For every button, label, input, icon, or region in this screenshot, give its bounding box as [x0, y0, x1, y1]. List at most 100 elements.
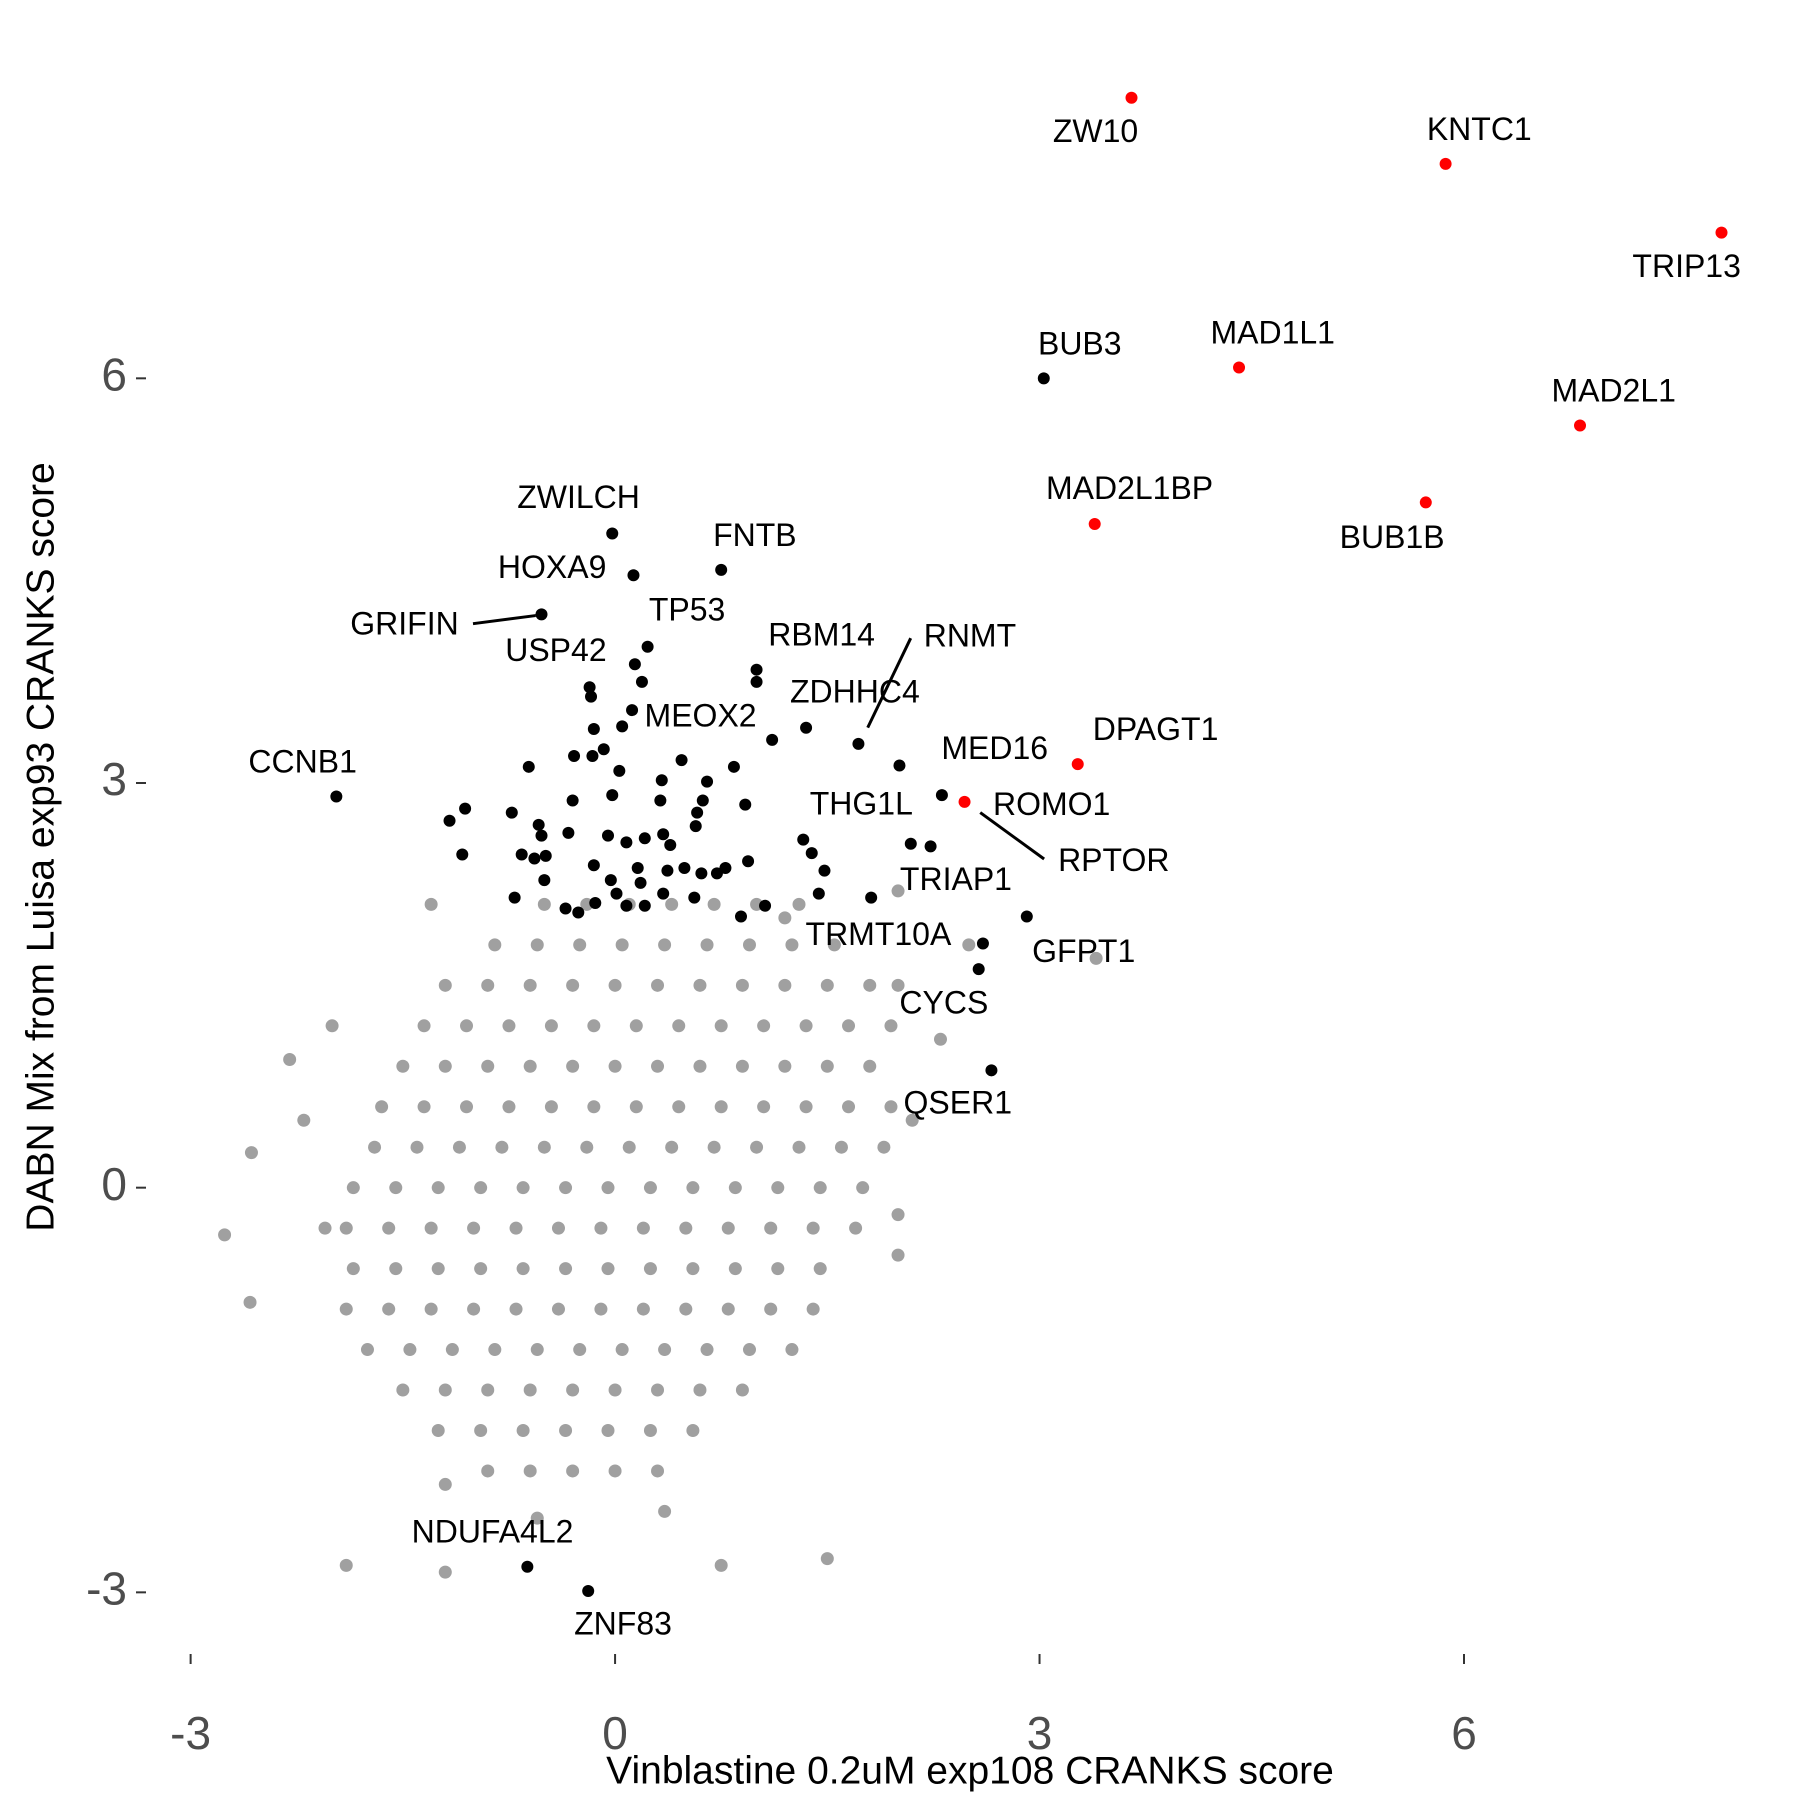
point — [842, 1019, 856, 1033]
point — [532, 818, 545, 831]
point — [528, 852, 541, 865]
point — [778, 978, 792, 992]
point — [764, 1302, 778, 1316]
point — [505, 806, 518, 819]
y-tick-label: 3 — [101, 753, 127, 805]
point — [566, 794, 579, 807]
point — [1088, 518, 1101, 531]
point — [467, 1221, 481, 1235]
point — [686, 1181, 700, 1195]
point — [884, 1100, 898, 1114]
point — [626, 704, 639, 717]
point — [566, 978, 580, 992]
point — [693, 1383, 707, 1397]
point — [976, 937, 989, 950]
point — [631, 861, 644, 874]
point — [459, 802, 472, 815]
point-label: HOXA9 — [498, 549, 606, 585]
point — [622, 1140, 636, 1154]
point — [537, 1140, 551, 1154]
point-label: ZNF83 — [574, 1605, 672, 1641]
point — [629, 1100, 643, 1114]
point — [707, 1140, 721, 1154]
point-label: MED16 — [941, 730, 1048, 766]
point — [818, 864, 831, 877]
point — [535, 608, 548, 621]
point — [539, 849, 552, 862]
point-label: MAD2L1 — [1551, 372, 1676, 408]
point — [346, 1262, 360, 1276]
point — [728, 1262, 742, 1276]
point-label: GFPT1 — [1032, 933, 1135, 969]
point — [891, 1208, 905, 1222]
leader-line — [866, 637, 913, 729]
point — [742, 855, 755, 868]
point — [1574, 419, 1587, 432]
point — [516, 1262, 530, 1276]
point — [805, 847, 818, 860]
point — [1020, 910, 1033, 923]
point — [799, 1019, 813, 1033]
point — [672, 1019, 686, 1033]
point — [651, 1464, 665, 1478]
point — [562, 826, 575, 839]
point — [382, 1221, 396, 1235]
x-tick-label: 0 — [602, 1707, 628, 1759]
point-label: DPAGT1 — [1093, 711, 1219, 747]
point — [735, 978, 749, 992]
point — [509, 1302, 523, 1316]
point — [627, 569, 640, 582]
point — [651, 1059, 665, 1073]
point — [396, 1059, 410, 1073]
x-axis-title: Vinblastine 0.2uM exp108 CRANKS score — [606, 1749, 1334, 1792]
point — [865, 891, 878, 904]
point-label: NDUFA4L2 — [412, 1514, 574, 1550]
point — [585, 690, 598, 703]
point — [658, 1504, 672, 1518]
point — [523, 1383, 537, 1397]
point — [601, 1262, 615, 1276]
point — [297, 1113, 311, 1127]
point — [481, 1464, 495, 1478]
point — [820, 1059, 834, 1073]
point — [856, 1181, 870, 1195]
point — [734, 910, 747, 923]
point — [800, 721, 813, 734]
point — [566, 1059, 580, 1073]
point — [750, 675, 763, 688]
point — [601, 1423, 615, 1437]
point — [604, 874, 617, 887]
point-label: BUB1B — [1340, 519, 1445, 555]
point — [523, 978, 537, 992]
point — [608, 1059, 622, 1073]
point — [877, 1140, 891, 1154]
point — [735, 1383, 749, 1397]
point — [417, 1100, 431, 1114]
point — [382, 1302, 396, 1316]
point-label: MEOX2 — [645, 698, 757, 734]
point — [665, 897, 679, 911]
point — [521, 1560, 534, 1573]
point — [535, 829, 548, 842]
point — [714, 1019, 728, 1033]
point — [904, 837, 917, 850]
point — [410, 1140, 424, 1154]
point — [1071, 758, 1084, 771]
point — [812, 887, 825, 900]
point — [544, 1019, 558, 1033]
point — [488, 938, 502, 952]
point — [602, 829, 615, 842]
point — [438, 1477, 452, 1491]
point — [244, 1146, 258, 1160]
point — [728, 1181, 742, 1195]
point — [330, 790, 343, 803]
point — [1037, 372, 1050, 385]
point — [820, 978, 834, 992]
point — [601, 1181, 615, 1195]
point — [628, 658, 641, 671]
point — [695, 867, 708, 880]
point — [318, 1221, 332, 1235]
point-label: TRIP13 — [1632, 248, 1740, 284]
point-label: CCNB1 — [248, 743, 356, 779]
point — [516, 1181, 530, 1195]
